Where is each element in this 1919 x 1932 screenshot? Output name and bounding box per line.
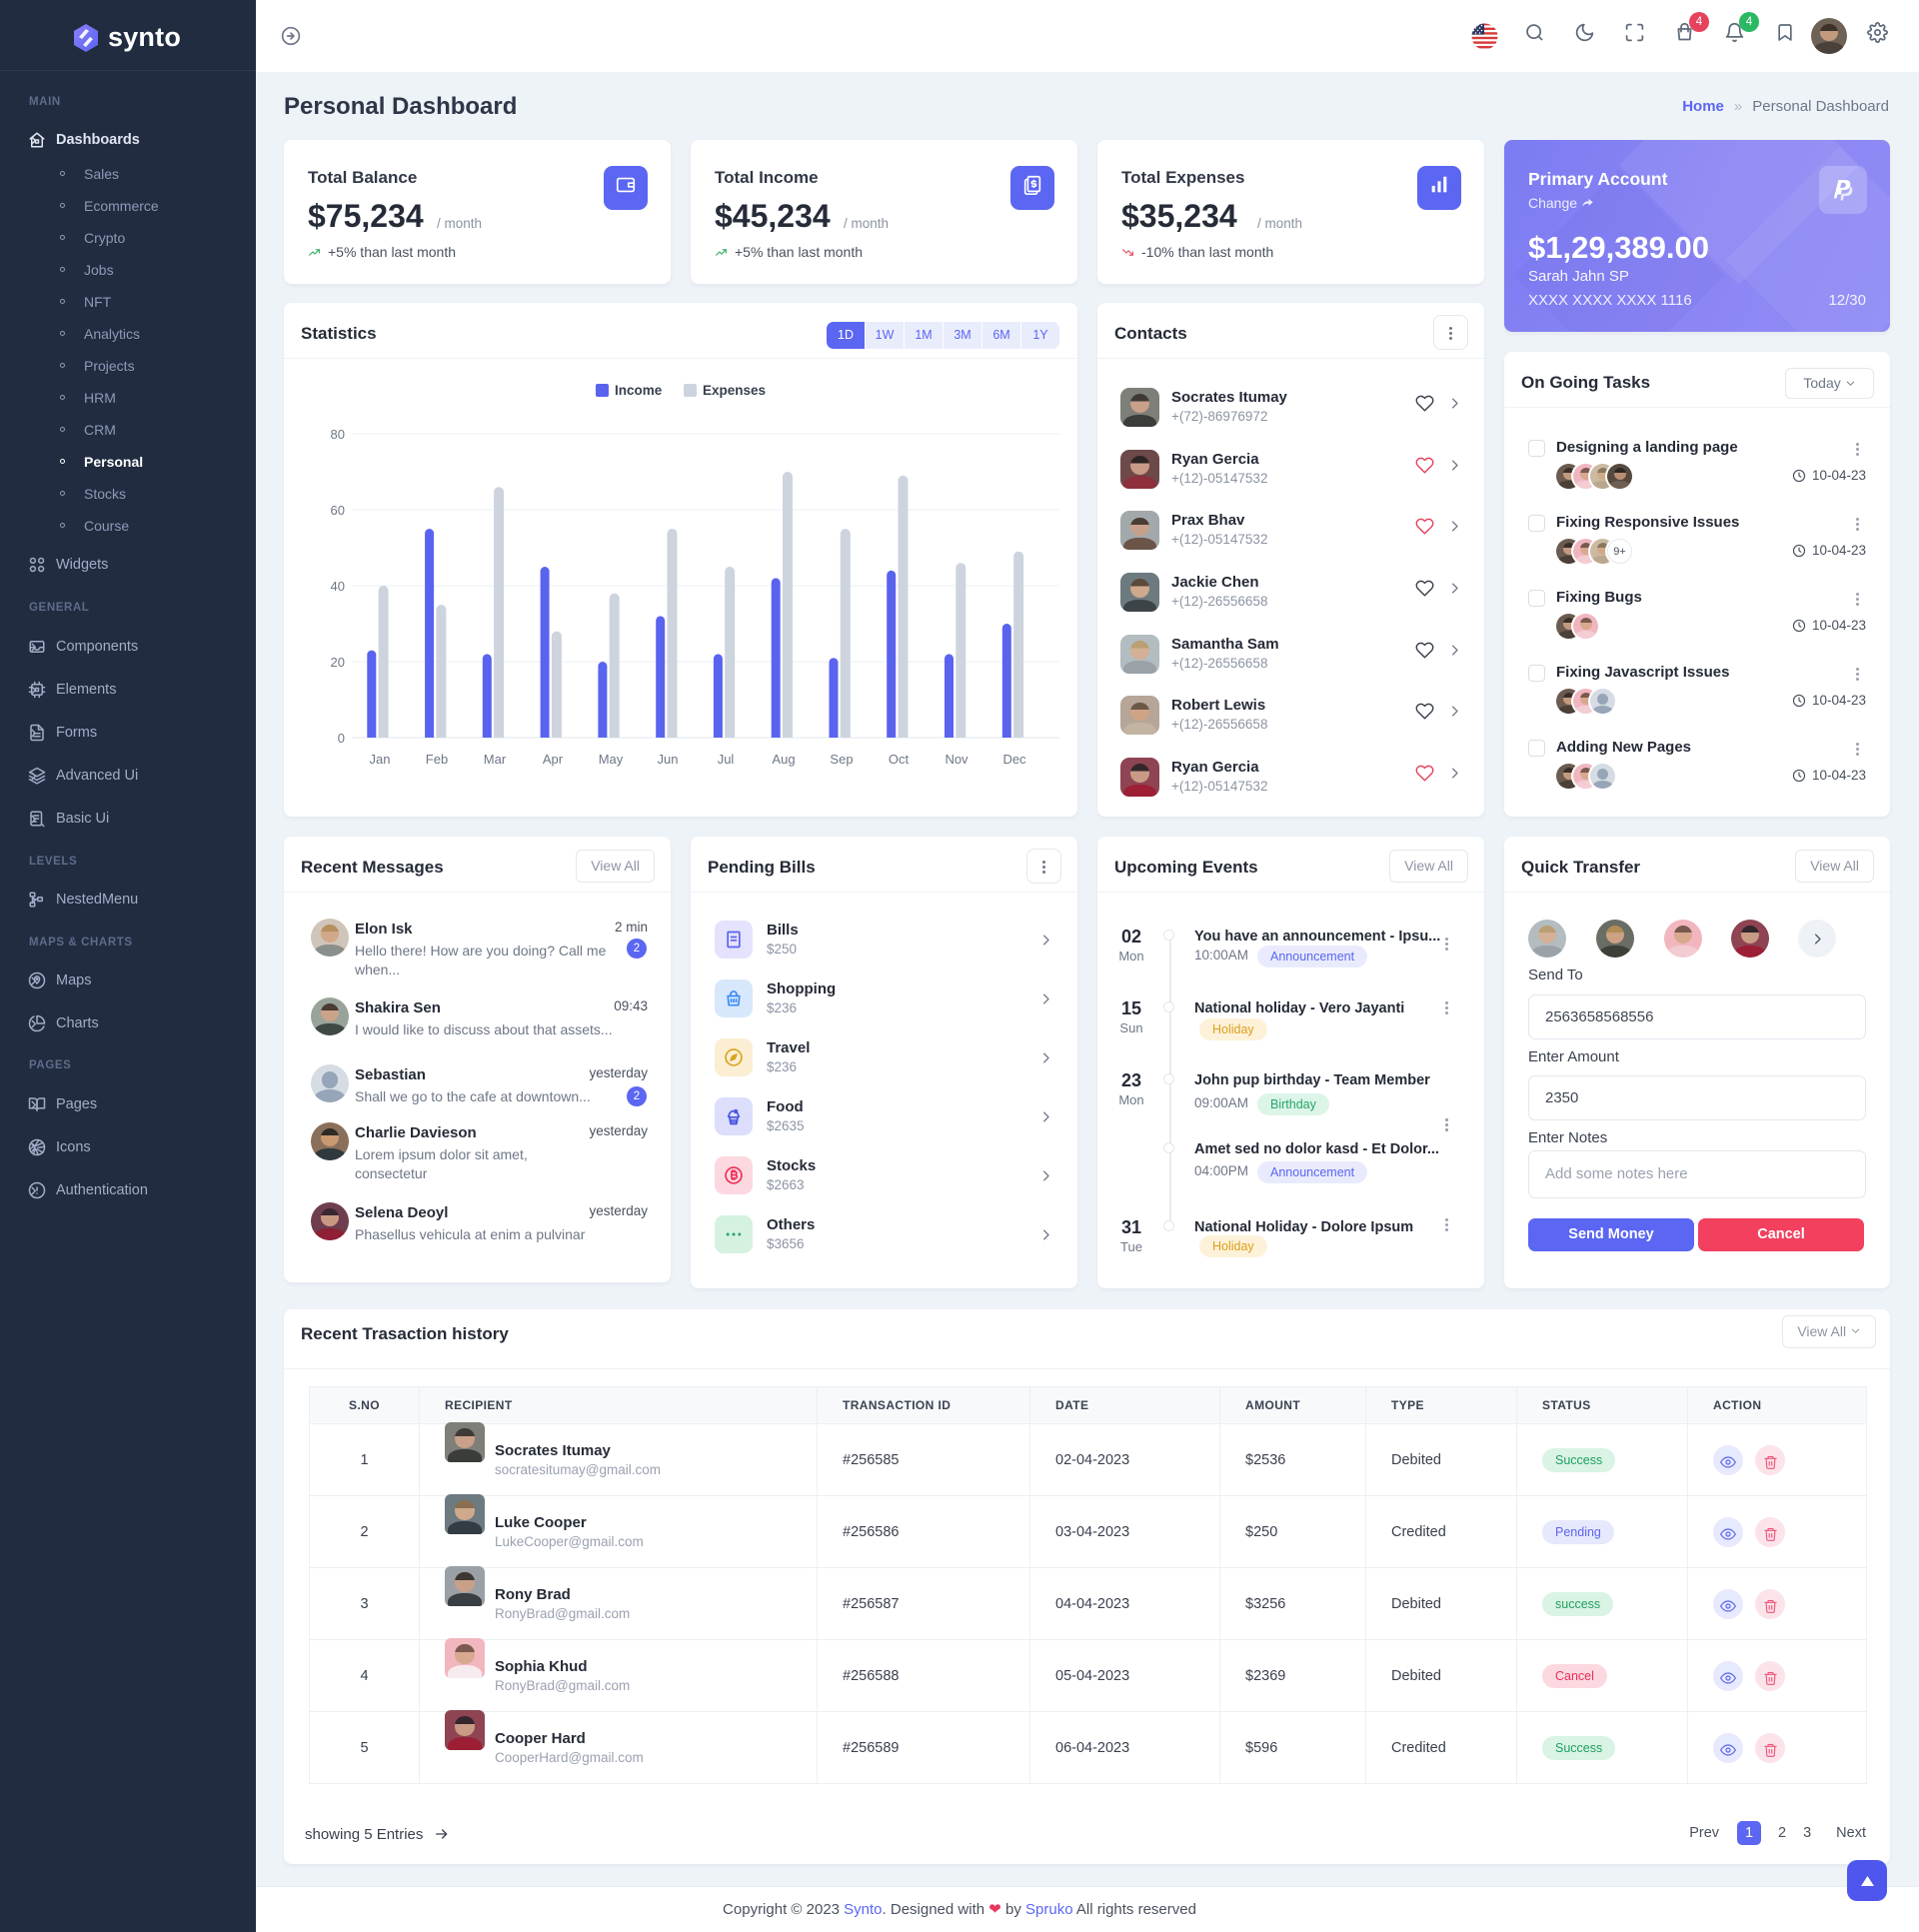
svg-text:Mar: Mar (484, 752, 507, 767)
svg-text:May: May (599, 752, 624, 767)
svg-text:Jun: Jun (658, 752, 679, 767)
svg-text:40: 40 (331, 579, 345, 594)
svg-text:Apr: Apr (543, 752, 564, 767)
svg-text:80: 80 (331, 427, 345, 442)
svg-text:Nov: Nov (945, 752, 968, 767)
svg-text:Jan: Jan (370, 752, 391, 767)
svg-text:Sep: Sep (830, 752, 853, 767)
svg-text:0: 0 (338, 731, 345, 746)
svg-text:Jul: Jul (718, 752, 735, 767)
svg-text:Oct: Oct (889, 752, 910, 767)
svg-text:Aug: Aug (772, 752, 795, 767)
svg-text:Dec: Dec (1002, 752, 1026, 767)
svg-text:60: 60 (331, 503, 345, 518)
svg-text:20: 20 (331, 655, 345, 670)
svg-text:Feb: Feb (426, 752, 448, 767)
